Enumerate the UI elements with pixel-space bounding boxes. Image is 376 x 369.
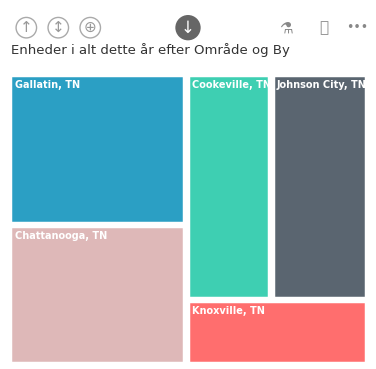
Text: Johnson City, TN: Johnson City, TN [277,80,367,90]
Bar [273,75,365,298]
Text: Cookeville, TN: Cookeville, TN [192,80,271,90]
Bar [188,301,365,363]
Text: •••: ••• [346,21,368,34]
Text: Chattanooga, TN: Chattanooga, TN [15,231,107,241]
Text: ⚗: ⚗ [279,20,293,35]
Text: ↕: ↕ [52,20,65,35]
Text: ↓: ↓ [181,19,195,37]
Text: Knoxville, TN: Knoxville, TN [192,306,265,316]
Text: Gallatin, TN: Gallatin, TN [15,80,80,90]
Bar [11,75,184,223]
Bar [188,75,269,298]
Text: Enheder i alt dette år efter Område og By: Enheder i alt dette år efter Område og B… [11,43,290,57]
Text: ⧉: ⧉ [319,20,328,35]
Text: ⊕: ⊕ [84,20,97,35]
Text: ↑: ↑ [20,20,33,35]
Bar [11,226,184,363]
